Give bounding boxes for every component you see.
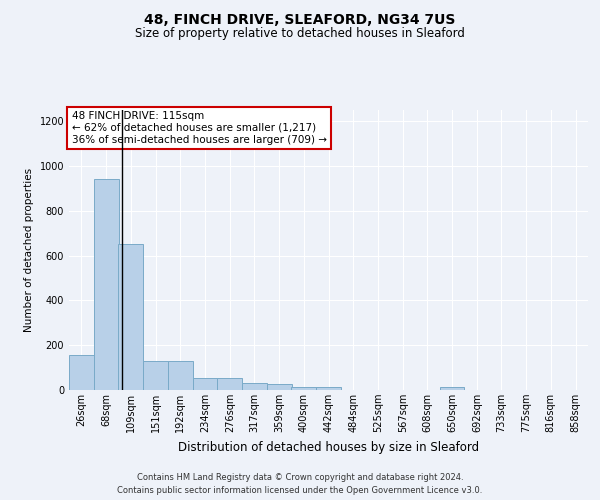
Text: Size of property relative to detached houses in Sleaford: Size of property relative to detached ho… [135,28,465,40]
Bar [143,361,168,390]
Text: Contains HM Land Registry data © Crown copyright and database right 2024.
Contai: Contains HM Land Registry data © Crown c… [118,474,482,495]
Text: 48, FINCH DRIVE, SLEAFORD, NG34 7US: 48, FINCH DRIVE, SLEAFORD, NG34 7US [145,12,455,26]
Bar [94,180,119,390]
Bar [291,388,316,390]
Text: 48 FINCH DRIVE: 115sqm
← 62% of detached houses are smaller (1,217)
36% of semi-: 48 FINCH DRIVE: 115sqm ← 62% of detached… [71,112,326,144]
Bar [242,384,267,390]
Bar [316,388,341,390]
Bar [69,356,94,390]
Bar [118,244,143,390]
X-axis label: Distribution of detached houses by size in Sleaford: Distribution of detached houses by size … [178,440,479,454]
Bar [193,378,217,390]
Bar [217,378,242,390]
Bar [440,388,464,390]
Bar [167,361,193,390]
Y-axis label: Number of detached properties: Number of detached properties [24,168,34,332]
Bar [267,384,292,390]
